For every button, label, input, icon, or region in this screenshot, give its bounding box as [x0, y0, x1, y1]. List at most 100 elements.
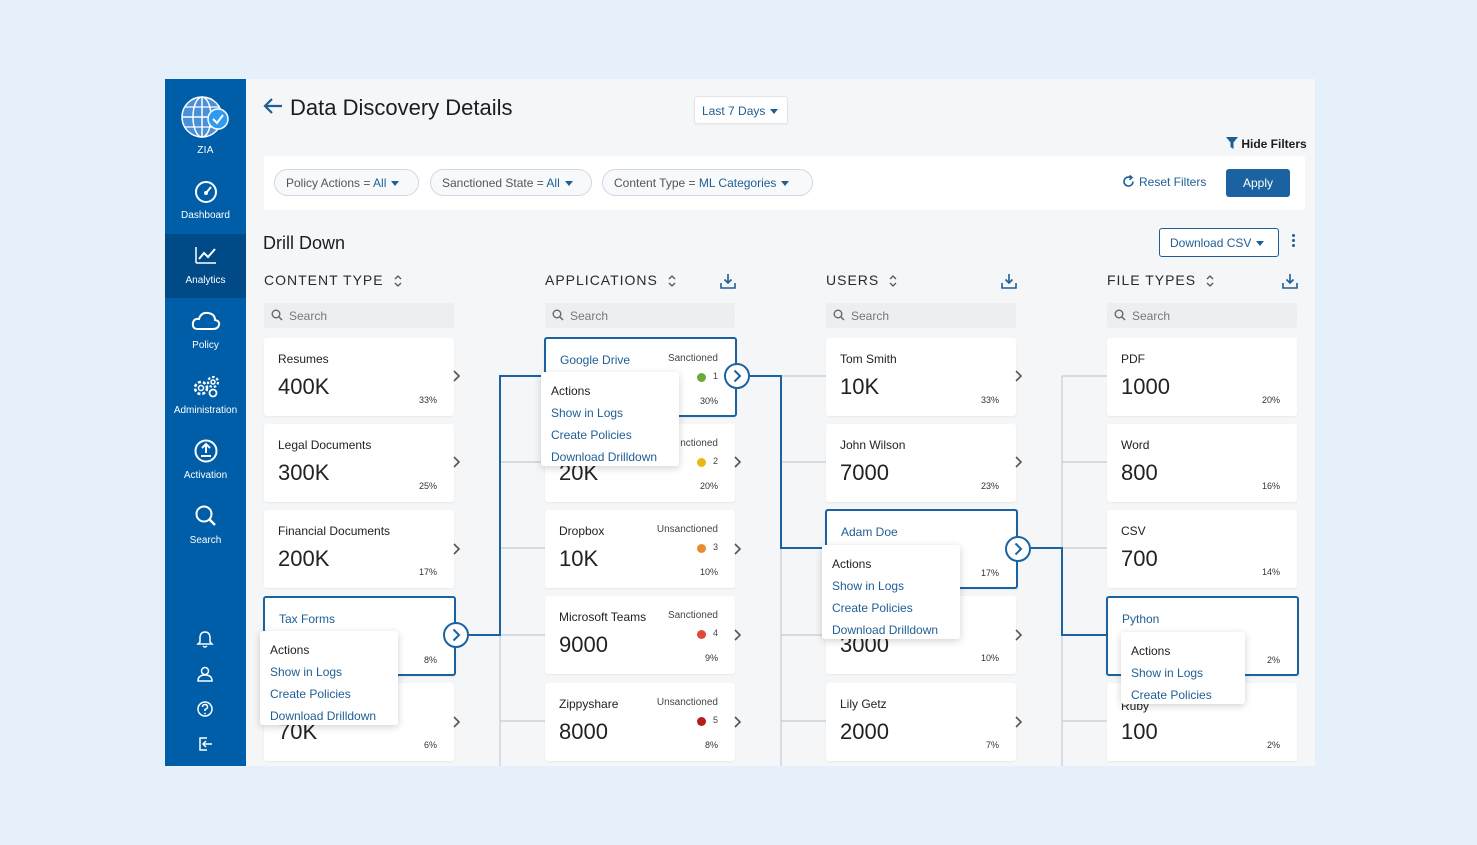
actions-menu-content-type: Actions Show in Logs Create Policies Dow… — [260, 631, 398, 725]
chevron-right-circle-icon[interactable] — [1004, 535, 1032, 563]
sidebar-item-dashboard[interactable]: Dashboard — [165, 169, 246, 233]
show-in-logs-link[interactable]: Show in Logs — [551, 406, 624, 420]
chevron-right-circle-icon[interactable] — [723, 362, 751, 390]
card-percent: 33% — [980, 395, 999, 405]
user-card-john-wilson[interactable]: John Wilson 7000 23% — [826, 424, 1016, 502]
date-range-dropdown[interactable]: Last 7 Days — [694, 96, 788, 124]
chevron-right-icon[interactable] — [1007, 624, 1029, 646]
chevron-right-circle-icon[interactable] — [442, 621, 470, 649]
chevron-down-icon — [564, 181, 573, 187]
user-card-lily-getz[interactable]: Lily Getz 2000 7% — [826, 683, 1016, 761]
reset-filters-label: Reset Filters — [1139, 175, 1207, 189]
content-type-card-legal-documents[interactable]: Legal Documents 300K 25% — [264, 424, 454, 502]
reset-filters-button[interactable]: Reset Filters — [1122, 174, 1207, 189]
chevron-right-icon[interactable] — [726, 624, 748, 646]
sidebar-item-administration[interactable]: Administration — [165, 364, 246, 428]
actions-menu-users: Actions Show in Logs Create Policies Dow… — [822, 545, 960, 639]
sidebar-item-label: Policy — [192, 340, 219, 351]
apply-button[interactable]: Apply — [1226, 169, 1290, 197]
chevron-right-icon[interactable] — [1007, 365, 1029, 387]
show-in-logs-link[interactable]: Show in Logs — [1131, 666, 1204, 680]
user-card-tom-smith[interactable]: Tom Smith 10K 33% — [826, 338, 1016, 416]
file-type-card-csv[interactable]: CSV 700 14% — [1107, 510, 1297, 588]
risk-dot — [697, 458, 706, 467]
file-type-card-word[interactable]: Word 800 16% — [1107, 424, 1297, 502]
content-type-search[interactable]: Search — [264, 303, 454, 328]
download-icon[interactable] — [1000, 272, 1018, 290]
show-in-logs-link[interactable]: Show in Logs — [270, 665, 343, 679]
card-value: 10K — [840, 374, 880, 399]
file-type-card-pdf[interactable]: PDF 1000 20% — [1107, 338, 1297, 416]
chevron-right-icon[interactable] — [726, 451, 748, 473]
show-in-logs-link[interactable]: Show in Logs — [832, 579, 905, 593]
chevron-right-icon[interactable] — [445, 538, 467, 560]
user-icon[interactable] — [195, 664, 215, 684]
card-name: Financial Documents — [278, 524, 391, 538]
create-policies-link[interactable]: Create Policies — [1131, 688, 1212, 702]
upload-icon — [194, 439, 217, 463]
risk-score: 1 — [712, 371, 718, 381]
card-name: Lily Getz — [840, 697, 887, 711]
sidebar-item-activation[interactable]: Activation — [165, 429, 246, 493]
content-type-card-financial-documents[interactable]: Financial Documents 200K 17% — [264, 510, 454, 588]
sidebar-item-label: Search — [189, 535, 222, 546]
create-policies-link[interactable]: Create Policies — [551, 428, 632, 442]
logout-icon[interactable] — [195, 734, 215, 754]
content-type-filter[interactable]: Content Type = ML Categories — [602, 169, 813, 196]
users-search[interactable]: Search — [826, 303, 1016, 328]
sanction-status: Unsanctioned — [656, 697, 718, 708]
download-icon[interactable] — [1281, 272, 1299, 290]
file-types-search[interactable]: Search — [1107, 303, 1297, 328]
policy-actions-filter[interactable]: Policy Actions = All — [274, 169, 419, 196]
column-header-content-type[interactable]: CONTENT TYPE — [264, 272, 402, 288]
hide-filters-button[interactable]: Hide Filters — [1226, 137, 1307, 151]
sanction-status: Unsanctioned — [656, 524, 718, 535]
risk-dot — [697, 373, 706, 382]
create-policies-link[interactable]: Create Policies — [832, 601, 913, 615]
page-title: Data Discovery Details — [290, 95, 513, 120]
more-options-icon[interactable] — [1292, 234, 1296, 249]
chevron-right-icon[interactable] — [445, 451, 467, 473]
bell-icon[interactable] — [195, 629, 215, 649]
sanctioned-state-filter[interactable]: Sanctioned State = All — [430, 169, 592, 196]
chevron-right-icon[interactable] — [1007, 451, 1029, 473]
zia-logo[interactable]: ZIA — [165, 79, 246, 159]
help-icon[interactable] — [195, 699, 215, 719]
column-header-label: FILE TYPES — [1107, 272, 1197, 288]
application-card-microsoft-teams[interactable]: Microsoft Teams Sanctioned 4 9000 9% — [545, 596, 735, 674]
content-type-card-resumes[interactable]: Resumes 400K 33% — [264, 338, 454, 416]
create-policies-link[interactable]: Create Policies — [270, 687, 351, 701]
back-arrow-icon[interactable] — [262, 96, 284, 116]
card-percent: 8% — [423, 655, 437, 665]
column-header-file-types[interactable]: FILE TYPES — [1107, 272, 1214, 288]
applications-search[interactable]: Search — [545, 303, 735, 328]
chevron-right-icon[interactable] — [726, 711, 748, 733]
download-icon[interactable] — [719, 272, 737, 290]
chevron-right-icon[interactable] — [1007, 711, 1029, 733]
column-header-applications[interactable]: APPLICATIONS — [545, 272, 676, 288]
search-icon — [1114, 309, 1126, 321]
card-percent: 2% — [1266, 655, 1280, 665]
sidebar-item-search[interactable]: Search — [165, 494, 246, 558]
application-card-dropbox[interactable]: Dropbox Unsanctioned 3 10K 10% — [545, 510, 735, 588]
card-name: John Wilson — [840, 438, 906, 452]
application-card-zippyshare[interactable]: Zippyshare Unsanctioned 5 8000 8% — [545, 683, 735, 761]
chevron-right-icon[interactable] — [445, 365, 467, 387]
search-placeholder: Search — [1132, 309, 1171, 323]
sidebar-item-policy[interactable]: Policy — [165, 299, 246, 363]
download-drilldown-link[interactable]: Download Drilldown — [551, 450, 658, 464]
actions-menu-header: Actions — [551, 384, 591, 398]
column-header-users[interactable]: USERS — [826, 272, 897, 288]
download-drilldown-link[interactable]: Download Drilldown — [832, 623, 939, 637]
search-placeholder: Search — [570, 309, 609, 323]
chevron-right-icon[interactable] — [726, 538, 748, 560]
card-name: Adam Doe — [841, 525, 898, 539]
chevron-right-icon[interactable] — [445, 711, 467, 733]
download-drilldown-link[interactable]: Download Drilldown — [270, 709, 377, 723]
date-range-value: Last 7 Days — [702, 104, 766, 118]
search-icon — [833, 309, 845, 321]
download-csv-dropdown[interactable]: Download CSV — [1159, 228, 1279, 257]
sidebar-item-analytics[interactable]: Analytics — [165, 234, 246, 298]
card-value: 1000 — [1121, 374, 1170, 399]
risk-dot — [697, 544, 706, 553]
